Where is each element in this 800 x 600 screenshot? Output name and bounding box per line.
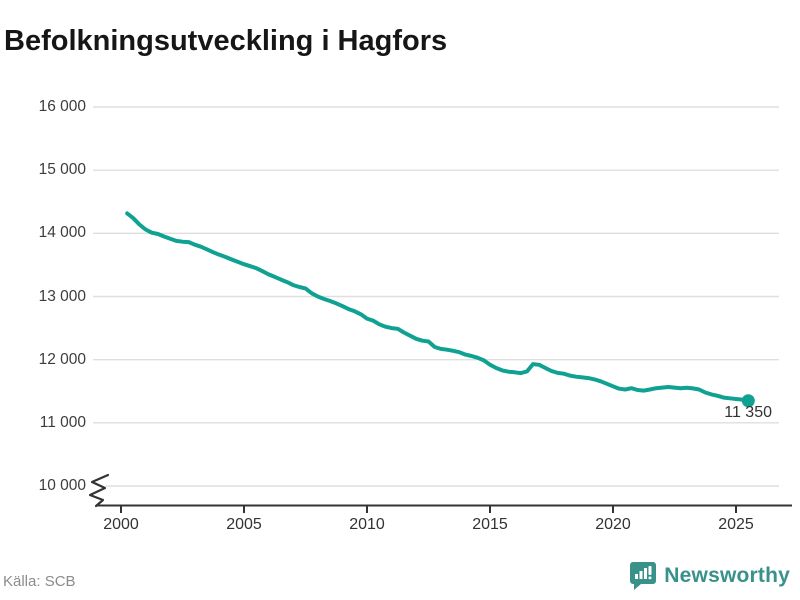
source-caption: Källa: SCB	[3, 573, 76, 590]
x-tick-label: 2010	[349, 516, 385, 533]
population-line	[125, 211, 751, 403]
axis-break-icon	[88, 473, 110, 508]
x-tick-label: 2015	[472, 516, 508, 533]
x-tick-label: 2020	[595, 516, 631, 533]
newsworthy-logo-icon	[630, 562, 657, 590]
x-tick-label: 2005	[226, 516, 262, 533]
y-tick-label: 11 000	[39, 413, 86, 431]
y-tick-label: 15 000	[38, 161, 86, 179]
newsworthy-logo-text: Newsworthy	[664, 564, 790, 587]
last-point-dot	[741, 394, 755, 408]
page-title: Befolkningsutveckling i Hagfors	[4, 25, 448, 58]
y-tick-label: 14 000	[38, 224, 86, 242]
y-tick-label: 10 000	[38, 477, 86, 494]
x-tick-label: 2025	[718, 516, 754, 533]
last-value-label: 11 350	[724, 404, 772, 421]
y-tick-label: 13 000	[38, 287, 86, 305]
y-tick-label: 12 000	[38, 350, 86, 368]
x-tick-label: 2000	[103, 516, 139, 533]
newsworthy-logo: Newsworthy	[629, 561, 790, 591]
y-tick-label: 16 000	[38, 98, 86, 115]
